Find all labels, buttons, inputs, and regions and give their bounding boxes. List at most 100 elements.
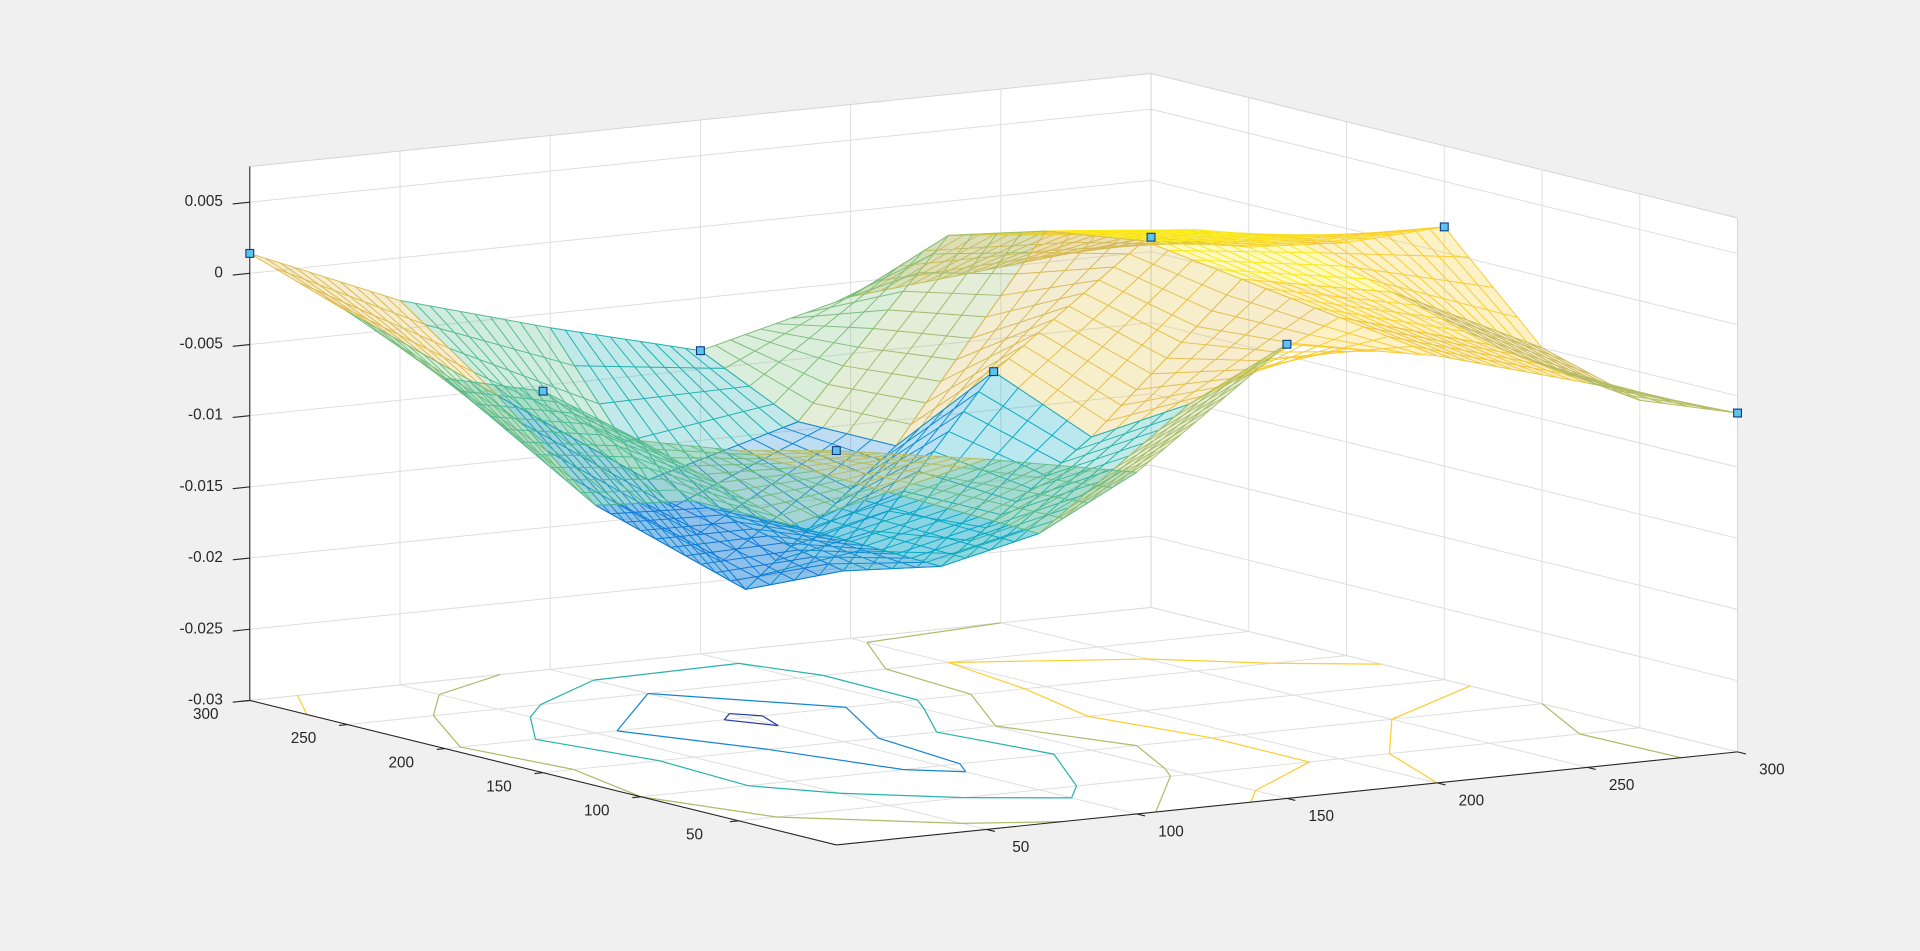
contour-line <box>845 706 879 739</box>
mesh-patch <box>699 234 949 423</box>
axes-background <box>249 73 1738 845</box>
contour-line <box>460 746 574 771</box>
contour-line <box>616 730 769 751</box>
z-tick <box>232 343 250 347</box>
mesh-patch <box>1293 226 1543 349</box>
z-tick <box>232 628 250 632</box>
contour-line <box>432 715 461 748</box>
contour-line <box>1255 761 1310 792</box>
mesh-patch <box>1090 278 1340 438</box>
contour-line <box>432 694 440 716</box>
x-tick <box>1286 797 1296 801</box>
mesh-patch <box>940 403 1190 567</box>
contour-line <box>438 674 501 696</box>
contour-line <box>529 716 537 740</box>
contour-line <box>923 708 938 733</box>
contour-line <box>1541 703 1581 735</box>
x-tick-label: 300 <box>1759 761 1785 778</box>
contour-line <box>616 693 649 732</box>
mesh-patch <box>738 450 988 493</box>
x-tick-label: 250 <box>1609 777 1635 794</box>
contour-line <box>962 821 1062 825</box>
contour-line <box>1389 753 1438 784</box>
mesh-patch <box>399 300 649 481</box>
contour-line <box>936 731 1054 755</box>
y-tick <box>338 723 348 726</box>
contour-line <box>723 713 730 721</box>
mesh-patch <box>842 371 1092 572</box>
contour-line <box>970 693 997 727</box>
contour-line <box>640 796 777 818</box>
z-tick-label: -0.025 <box>179 620 222 637</box>
contour-line <box>1271 662 1382 665</box>
mesh-patch <box>595 500 844 590</box>
contour-line <box>823 674 918 701</box>
mesh-patch <box>888 458 1138 535</box>
box-edge <box>1150 73 1738 219</box>
contour-line <box>948 658 1148 664</box>
z-tick <box>232 201 250 205</box>
mesh-patch <box>1143 239 1393 293</box>
x-tick <box>1136 813 1146 817</box>
z-tick-label: -0.005 <box>179 336 222 353</box>
y-tick-label: 300 <box>193 706 219 723</box>
y-tick-label: 200 <box>388 754 414 771</box>
contour-line <box>768 748 904 771</box>
contour-line <box>1088 715 1212 739</box>
contour-line <box>776 816 963 825</box>
z-tick-label: -0.03 <box>188 691 223 708</box>
mesh-patch <box>1391 291 1641 401</box>
mesh-patch <box>1188 316 1438 405</box>
contour-line <box>995 725 1137 747</box>
contour-line <box>1155 776 1171 813</box>
mesh-patch <box>640 440 890 526</box>
contour-line <box>1024 688 1089 717</box>
mesh-patch <box>249 252 499 397</box>
z-tick-label: 0 <box>214 264 223 281</box>
z-tick-label: -0.01 <box>188 407 223 424</box>
y-tick-label: 100 <box>584 803 610 820</box>
z-tick <box>232 557 250 561</box>
mesh-patch <box>542 390 792 526</box>
box-edge <box>249 73 1152 168</box>
contour-line <box>297 695 308 715</box>
contour-line <box>573 768 642 798</box>
contour-line <box>878 737 961 765</box>
contour-line <box>658 760 749 787</box>
mesh-patch <box>692 500 942 572</box>
contour-line <box>1136 745 1166 769</box>
contour-line <box>748 785 840 794</box>
z-tick <box>232 486 250 490</box>
mesh-patch <box>993 240 1243 438</box>
mesh-patch <box>444 377 694 506</box>
z-tick <box>232 699 250 703</box>
y-tick-label: 250 <box>291 730 317 747</box>
contour-line <box>885 668 972 695</box>
contour-line <box>529 704 542 718</box>
y-tick-label: 50 <box>686 827 703 844</box>
mesh-patch <box>790 491 1040 567</box>
contour-line <box>1147 658 1272 664</box>
contour-line <box>916 699 925 710</box>
contour-line <box>1391 685 1471 720</box>
x-tick <box>1737 751 1747 755</box>
mesh-patch <box>1338 316 1588 384</box>
contour-line <box>540 679 594 706</box>
contour-line <box>839 792 964 799</box>
y-tick <box>534 772 544 775</box>
mesh-patch <box>850 233 1100 298</box>
contour-line <box>1388 719 1393 754</box>
contour-line <box>1164 767 1171 777</box>
data-point <box>831 446 841 456</box>
x-tick-label: 150 <box>1308 808 1334 825</box>
contour-line <box>724 719 779 727</box>
contour-line <box>729 712 763 717</box>
contour-line <box>1070 785 1078 799</box>
mesh-patch <box>797 230 1047 447</box>
z-tick <box>232 272 250 276</box>
contour-line <box>1211 737 1310 763</box>
mesh-patch <box>947 229 1197 236</box>
contour-line <box>738 662 824 677</box>
x-tick-label: 100 <box>1158 823 1184 840</box>
